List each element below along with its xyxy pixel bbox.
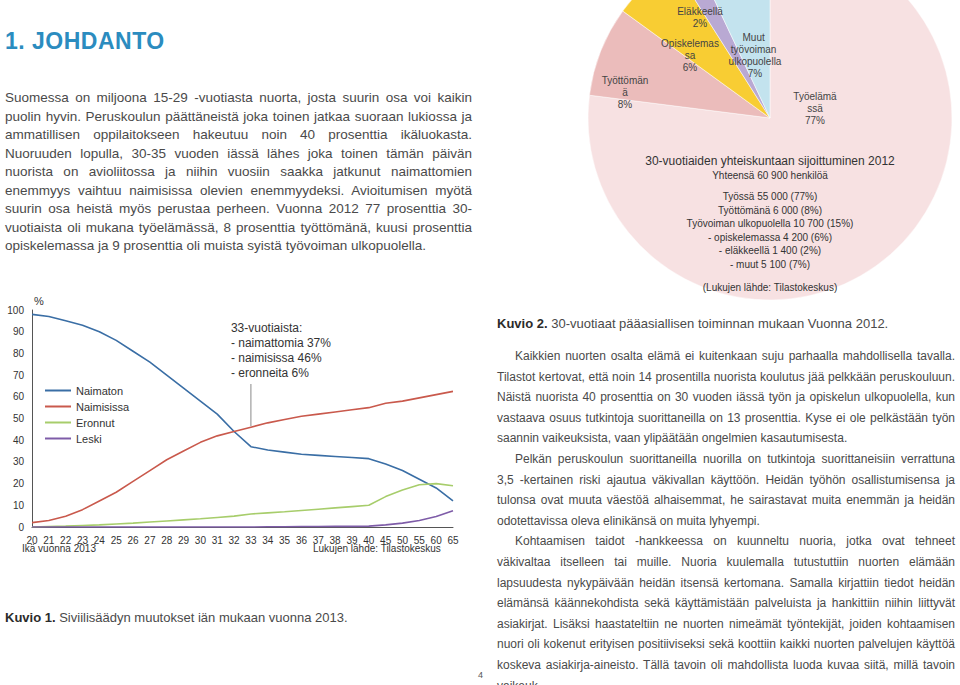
- svg-text:90: 90: [13, 326, 25, 337]
- svg-text:100: 100: [7, 305, 24, 316]
- html-text:Työssä 55 000 (77%): Työssä 55 000 (77%): [722, 191, 818, 202]
- svg-text:50: 50: [13, 413, 25, 424]
- html-text:45 50: 45 50: [380, 534, 408, 546]
- svg-text:Leski: Leski: [76, 433, 102, 445]
- svg-text:36: 36: [296, 535, 308, 546]
- html-text:Kuvio 2. 30-vuotiaat pääasiall: Kuvio 2. 30-vuotiaat pääasiallisen toimi…: [497, 316, 889, 331]
- svg-text:7%: 7%: [748, 68, 763, 79]
- svg-text:33: 33: [245, 535, 257, 546]
- svg-text:20: 20: [26, 534, 38, 546]
- svg-text:65: 65: [447, 535, 459, 546]
- svg-text:2%: 2%: [693, 18, 708, 29]
- svg-text:37: 37: [312, 534, 324, 546]
- svg-text:34: 34: [262, 535, 274, 546]
- html-text:- opiskelemassa 4 200 (6%): - opiskelemassa 4 200 (6%): [708, 231, 832, 243]
- html-text:Lukujen lähde: Tilastokeskus: Lukujen lähde: Tilastokeskus: [313, 543, 441, 554]
- svg-text:Muut: Muut: [742, 32, 767, 43]
- svg-text:30: 30: [13, 456, 25, 467]
- svg-text:28: 28: [161, 535, 173, 546]
- svg-text:8%: 8%: [618, 99, 633, 110]
- svg-text:70: 70: [13, 370, 25, 381]
- svg-text:ssä: ssä: [807, 103, 823, 114]
- svg-text:39: 39: [346, 534, 358, 546]
- svg-text:- naimisissa 46%: - naimisissa 46%: [231, 351, 322, 365]
- svg-text:31: 31: [212, 535, 224, 546]
- svg-text:20: 20: [13, 478, 25, 489]
- svg-text:21: 21: [43, 534, 55, 546]
- svg-text:22: 22: [60, 534, 72, 546]
- svg-text:Eläkkeellä: Eläkkeellä: [677, 6, 723, 17]
- svg-text:77%: 77%: [805, 115, 825, 126]
- html-text:Kuvio 1. Siviilisäädyn muutoks: Kuvio 1. Siviilisäädyn muutokset iän muk…: [5, 610, 348, 625]
- html-text:- eläkkeellä 1 400 (2%): - eläkkeellä 1 400 (2%): [718, 245, 822, 256]
- svg-text:Naimaton: Naimaton: [76, 385, 123, 397]
- html-text:4: 4: [478, 670, 483, 680]
- svg-text:%: %: [34, 295, 44, 307]
- html-text:23 24: 23 24: [77, 534, 105, 546]
- svg-text:0: 0: [18, 522, 24, 533]
- html-text:Yhteensä 60 900 henkilöä: Yhteensä 60 900 henkilöä: [712, 170, 828, 181]
- html-text:Työttömänä 6 000 (8%): Työttömänä 6 000 (8%): [718, 204, 822, 216]
- svg-text:Työelämä: Työelämä: [793, 91, 837, 102]
- svg-text:80: 80: [13, 348, 25, 359]
- svg-text:10: 10: [13, 500, 25, 511]
- svg-text:- naimattomia 37%: - naimattomia 37%: [231, 336, 331, 350]
- html-text:30-vuotiaiden yhteiskuntaan si: 30-vuotiaiden yhteiskuntaan sijoittumine…: [645, 154, 895, 168]
- html-text:Suomessa on miljoona 15-29 -vu: Suomessa on miljoona 15-29 -vuotiasta nu…: [5, 90, 472, 253]
- svg-text:55: 55: [413, 534, 425, 546]
- svg-text:32: 32: [229, 535, 241, 546]
- svg-text:60: 60: [430, 534, 442, 546]
- svg-text:40: 40: [13, 435, 25, 446]
- svg-text:60: 60: [13, 391, 25, 402]
- svg-text:sa: sa: [685, 50, 696, 61]
- html-text:(Lukujen lähde: Tilastokeskus): (Lukujen lähde: Tilastokeskus): [702, 282, 838, 293]
- svg-text:Eronnut: Eronnut: [76, 417, 115, 429]
- svg-text:- eronneita 6%: - eronneita 6%: [231, 366, 309, 380]
- svg-text:30: 30: [195, 535, 207, 546]
- svg-text:Naimisissa: Naimisissa: [76, 401, 130, 413]
- svg-text:29: 29: [178, 535, 190, 546]
- svg-text:6%: 6%: [683, 62, 698, 73]
- html-text:Kaikkien nuorten osalta elämä: Kaikkien nuorten osalta elämä ei kuitenk…: [497, 349, 955, 446]
- svg-text:26: 26: [127, 535, 139, 546]
- svg-text:Työttömän: Työttömän: [602, 75, 649, 86]
- svg-text:työvoiman: työvoiman: [731, 44, 779, 55]
- html-text:Pelkän peruskoulun suorittanei: Pelkän peruskoulun suorittaneilla nuoril…: [497, 452, 955, 528]
- svg-text:Opiskelemas: Opiskelemas: [661, 38, 719, 49]
- svg-text:35: 35: [279, 535, 291, 546]
- html-text:Ikä vuonna 2013: Ikä vuonna 2013: [22, 543, 96, 554]
- svg-text:40: 40: [363, 534, 375, 546]
- svg-text:27: 27: [144, 535, 156, 546]
- html-text:Työvoiman ulkopuolella 10 700: Työvoiman ulkopuolella 10 700 (15%): [686, 218, 854, 229]
- svg-text:ulkopuolella: ulkopuolella: [729, 56, 782, 67]
- svg-text:38: 38: [329, 534, 341, 546]
- svg-text:ä: ä: [622, 87, 628, 98]
- html-text:1. JOHDANTO: 1. JOHDANTO: [5, 28, 165, 54]
- svg-text:33-vuotiaista:: 33-vuotiaista:: [231, 321, 302, 335]
- svg-text:25: 25: [111, 535, 123, 546]
- html-text:- muut 5 100 (7%): - muut 5 100 (7%): [730, 258, 810, 270]
